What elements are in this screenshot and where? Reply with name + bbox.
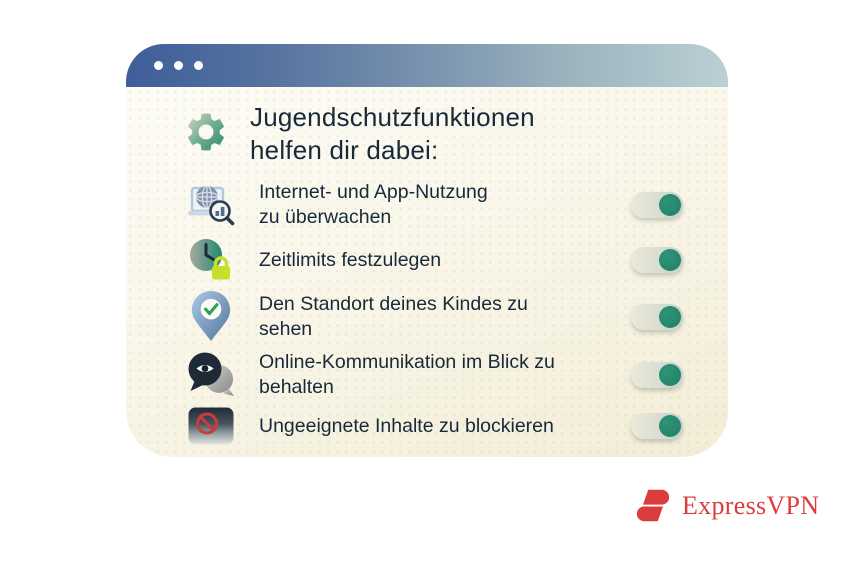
window-body: Jugendschutzfunktionen helfen dir dabei: bbox=[126, 87, 728, 457]
brand-name: ExpressVPN bbox=[682, 491, 820, 520]
feature-row: Internet- und App-Nutzung zu überwachen bbox=[183, 180, 683, 230]
feature-toggle[interactable] bbox=[631, 303, 683, 330]
feature-toggle[interactable] bbox=[631, 362, 683, 388]
feature-row: Online-Kommunikation im Blick zu behalte… bbox=[183, 350, 683, 400]
feature-row: Ungeeignete Inhalte zu blockieren bbox=[183, 407, 683, 445]
toggle-knob bbox=[659, 194, 681, 216]
blocked-content-icon bbox=[183, 407, 239, 445]
feature-toggle[interactable] bbox=[631, 413, 683, 439]
feature-toggle[interactable] bbox=[631, 247, 683, 273]
feature-label: Internet- und App-Nutzung zu überwachen bbox=[259, 181, 488, 228]
toggle-knob bbox=[659, 364, 681, 386]
internet-app-monitoring-icon bbox=[183, 181, 239, 229]
feature-label: Den Standort deines Kindes zu sehen bbox=[259, 292, 528, 340]
window-dot bbox=[154, 61, 163, 70]
toggle-knob bbox=[659, 415, 681, 437]
window-dot bbox=[174, 61, 183, 70]
time-limits-lock-icon bbox=[183, 237, 239, 283]
feature-label: Online-Kommunikation im Blick zu behalte… bbox=[259, 351, 555, 398]
toggle-knob bbox=[659, 305, 681, 328]
window-header bbox=[126, 44, 728, 87]
title-row: Jugendschutzfunktionen helfen dir dabei: bbox=[183, 101, 683, 167]
feature-list: Internet- und App-Nutzung zu überwachen bbox=[183, 180, 683, 445]
feature-label: Zeitlimits festzulegen bbox=[259, 248, 442, 271]
brand-footer: ExpressVPN bbox=[633, 486, 819, 526]
feature-row: Zeitlimits festzulegen bbox=[183, 237, 683, 283]
window-dot bbox=[194, 61, 203, 70]
page-title: Jugendschutzfunktionen helfen dir dabei: bbox=[250, 102, 535, 165]
location-pin-check-icon bbox=[183, 290, 239, 343]
feature-toggle[interactable] bbox=[631, 192, 683, 218]
feature-label: Ungeeignete Inhalte zu blockieren bbox=[259, 414, 554, 437]
window-controls bbox=[154, 61, 203, 70]
feature-row: Den Standort deines Kindes zu sehen bbox=[183, 290, 683, 343]
toggle-knob bbox=[659, 249, 681, 271]
expressvpn-logo-icon bbox=[633, 486, 673, 526]
gear-icon bbox=[183, 106, 229, 158]
browser-window: Jugendschutzfunktionen helfen dir dabei: bbox=[126, 44, 728, 457]
chat-eye-icon bbox=[183, 351, 239, 399]
